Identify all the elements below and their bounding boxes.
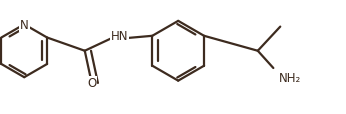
Text: HN: HN bbox=[111, 30, 128, 43]
Text: N: N bbox=[20, 19, 29, 32]
Text: NH₂: NH₂ bbox=[279, 71, 301, 84]
Text: O: O bbox=[87, 77, 96, 90]
